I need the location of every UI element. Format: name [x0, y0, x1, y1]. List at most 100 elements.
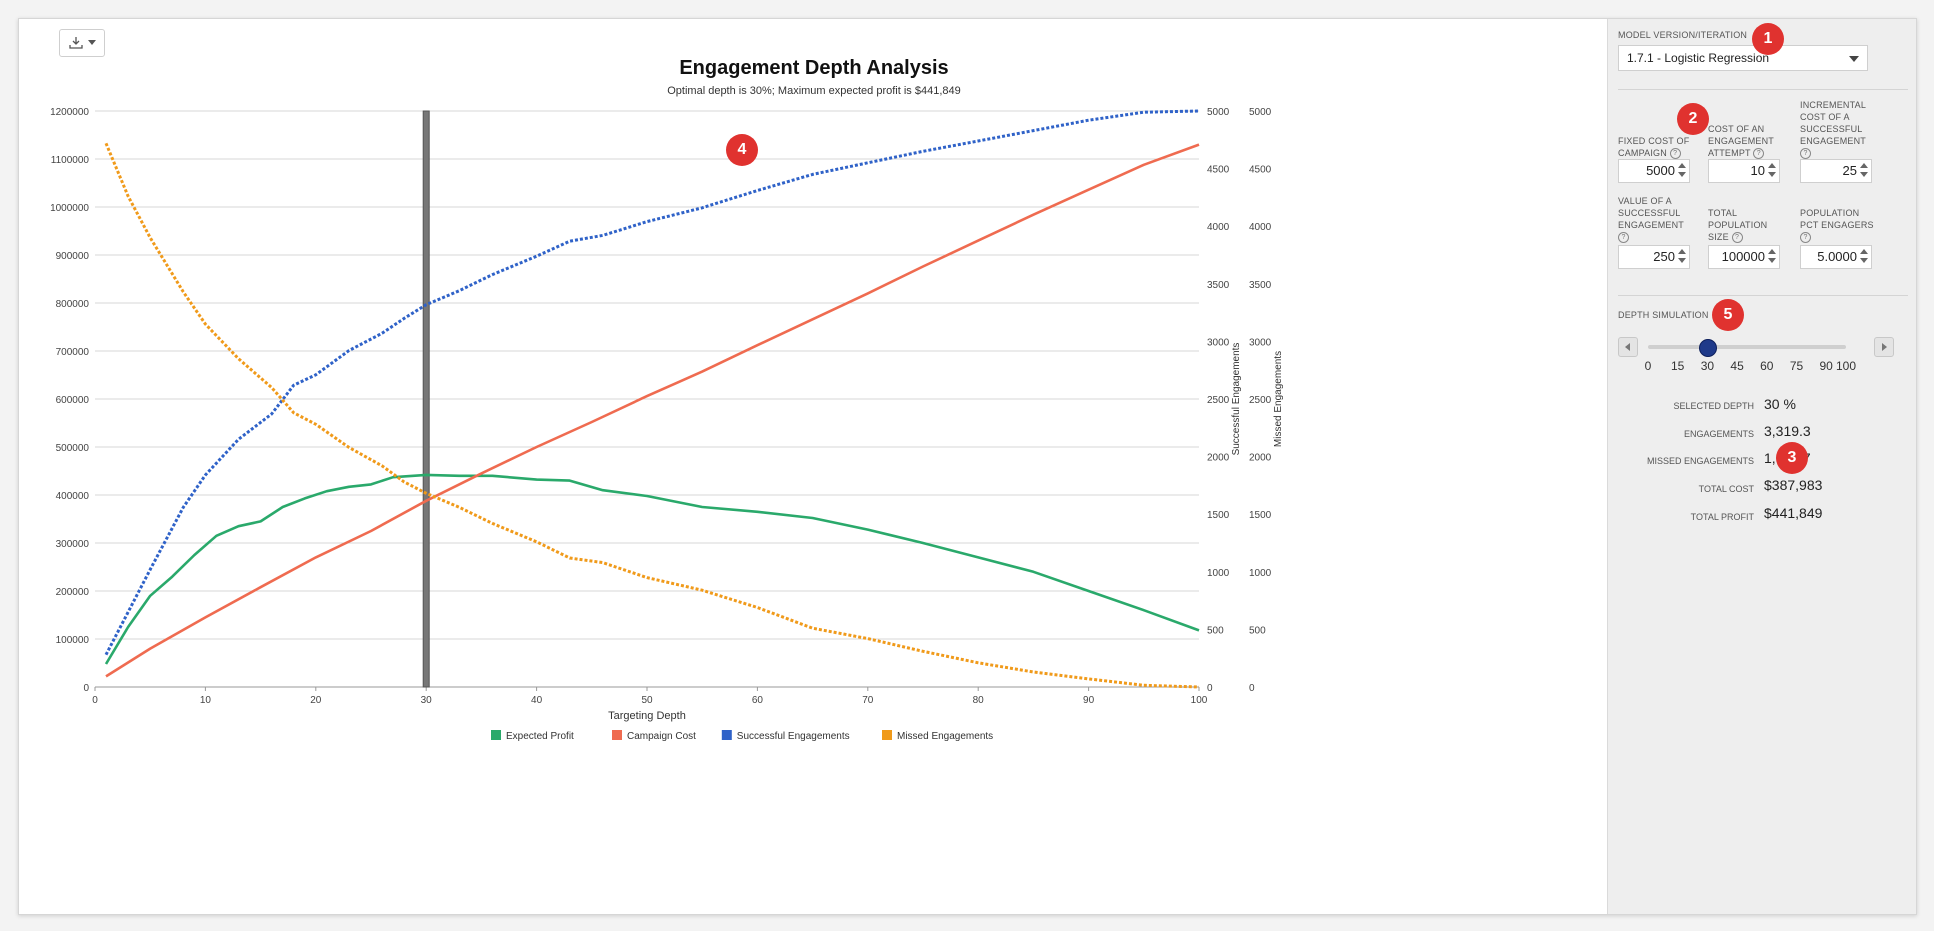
- x-tick-label: 70: [862, 695, 874, 706]
- model-version-select[interactable]: 1.7.1 - Logistic Regression: [1618, 45, 1868, 71]
- stepper-arrows[interactable]: [1678, 249, 1687, 263]
- slider-tick-label: 0: [1644, 359, 1652, 373]
- legend-label: Expected Profit: [506, 731, 574, 742]
- y-left-tick-label: 800000: [56, 299, 90, 310]
- stepper-arrows[interactable]: [1860, 163, 1869, 177]
- population-size-label: TOTAL POPULATION SIZE ?: [1708, 208, 1768, 244]
- incremental-cost-input[interactable]: 25: [1800, 159, 1872, 183]
- y-right1-tick-label: 500: [1207, 625, 1224, 636]
- y-left-tick-label: 0: [83, 683, 89, 694]
- export-button[interactable]: [59, 29, 105, 57]
- x-tick-label: 50: [641, 695, 653, 706]
- y-left-tick-label: 500000: [56, 443, 90, 454]
- population-size-input[interactable]: 100000: [1708, 245, 1780, 269]
- y-right2-tick-label: 5000: [1249, 107, 1272, 118]
- engagements-label: ENGAGEMENTS: [1683, 429, 1754, 439]
- settings-panel: MODEL VERSION/ITERATION 1.7.1 - Logistic…: [1607, 19, 1916, 914]
- y-right1-tick-label: 2000: [1207, 453, 1230, 464]
- value-success-input[interactable]: 250: [1618, 245, 1690, 269]
- y-right1-tick-label: 3500: [1207, 280, 1230, 291]
- slider-left-button[interactable]: [1618, 337, 1638, 357]
- chart-title: Engagement Depth Analysis: [679, 57, 949, 79]
- app-window: Engagement Depth Analysis Optimal depth …: [18, 18, 1917, 915]
- x-tick-label: 60: [752, 695, 764, 706]
- y-right2-tick-label: 2000: [1249, 453, 1272, 464]
- help-icon[interactable]: ?: [1731, 232, 1743, 244]
- depth-simulation-label: DEPTH SIMULATION: [1618, 310, 1709, 320]
- series-line-campaign-cost: [105, 143, 1200, 678]
- stepper-arrows[interactable]: [1860, 249, 1869, 263]
- help-icon[interactable]: ?: [1669, 148, 1681, 160]
- divider: [1618, 295, 1908, 296]
- slider-tick-label: 45: [1730, 359, 1744, 373]
- engagements-value: 3,319.3: [1764, 423, 1811, 439]
- slider-tick-label: 100: [1835, 359, 1857, 373]
- y-left-tick-label: 200000: [56, 587, 90, 598]
- series-line-missed-engagements: [104, 142, 1200, 689]
- y-right1-tick-label: 5000: [1207, 107, 1230, 118]
- missed-engagements-label: MISSED ENGAGEMENTS: [1646, 456, 1754, 466]
- y-right2-tick-label: 4500: [1249, 165, 1272, 176]
- x-tick-label: 20: [310, 695, 322, 706]
- attempt-cost-label: COST OF AN ENGAGEMENT ATTEMPT ?: [1708, 124, 1774, 160]
- y-right2-tick-label: 500: [1249, 625, 1266, 636]
- selected-depth-value: 30 %: [1764, 396, 1796, 412]
- total-profit-label: TOTAL PROFIT: [1690, 512, 1754, 522]
- pct-engagers-label: POPULATION PCT ENGAGERS ?: [1800, 208, 1874, 244]
- y-right2-tick-label: 1000: [1249, 568, 1272, 579]
- legend-label: Missed Engagements: [897, 731, 993, 742]
- y-left-tick-label: 300000: [56, 539, 90, 550]
- chevron-right-icon: [1882, 343, 1887, 351]
- y-right2-axis-title: Missed Engagements: [1273, 351, 1284, 447]
- optimal-depth-marker: [422, 110, 430, 688]
- chevron-left-icon: [1625, 343, 1630, 351]
- y-right2-tick-label: 2500: [1249, 395, 1272, 406]
- y-left-tick-label: 400000: [56, 491, 90, 502]
- annotation-badge-4: 4: [726, 134, 758, 166]
- y-left-tick-label: 1100000: [51, 155, 90, 166]
- x-tick-label: 40: [531, 695, 543, 706]
- slider-tick-label: 90: [1819, 359, 1833, 373]
- annotation-badge-2: 2: [1677, 103, 1709, 135]
- total-cost-label: TOTAL COST: [1698, 484, 1754, 494]
- x-tick-label: 80: [973, 695, 985, 706]
- x-tick-label: 10: [200, 695, 212, 706]
- y-right1-tick-label: 4500: [1207, 165, 1230, 176]
- legend-swatch: [882, 730, 892, 740]
- y-left-tick-label: 1200000: [50, 107, 89, 118]
- chevron-down-icon: [1849, 56, 1859, 62]
- slider-tick-label: 60: [1760, 359, 1774, 373]
- stepper-arrows[interactable]: [1768, 249, 1777, 263]
- annotation-badge-5: 5: [1712, 299, 1744, 331]
- value-success-label: VALUE OF A SUCCESSFUL ENGAGEMENT ?: [1618, 196, 1684, 244]
- y-right1-tick-label: 1000: [1207, 568, 1230, 579]
- depth-slider-thumb[interactable]: [1699, 339, 1718, 357]
- depth-slider-track[interactable]: [1648, 345, 1846, 349]
- download-icon: [69, 37, 83, 49]
- y-right2-tick-label: 3500: [1249, 280, 1272, 291]
- stepper-arrows[interactable]: [1768, 163, 1777, 177]
- fixed-cost-label: FIXED COST OF CAMPAIGN ?: [1618, 136, 1690, 160]
- selected-depth-label: SELECTED DEPTH: [1673, 401, 1754, 411]
- chevron-down-icon: [88, 40, 96, 45]
- y-left-tick-label: 900000: [56, 251, 90, 262]
- y-left-tick-label: 1000000: [50, 203, 89, 214]
- legend-label: Campaign Cost: [627, 731, 696, 742]
- y-left-tick-label: 100000: [56, 635, 90, 646]
- pct-engagers-input[interactable]: 5.0000: [1800, 245, 1872, 269]
- y-right2-tick-label: 1500: [1249, 510, 1272, 521]
- legend-swatch: [721, 730, 732, 740]
- help-icon[interactable]: ?: [1753, 148, 1765, 160]
- x-tick-label: 30: [421, 695, 433, 706]
- attempt-cost-input[interactable]: 10: [1708, 159, 1780, 183]
- annotation-badge-3: 3: [1776, 442, 1808, 474]
- y-right2-tick-label: 4000: [1249, 222, 1272, 233]
- x-axis-title: Targeting Depth: [608, 710, 686, 722]
- help-icon[interactable]: ?: [1618, 232, 1629, 244]
- help-icon[interactable]: ?: [1800, 232, 1811, 244]
- annotation-badge-1: 1: [1752, 23, 1784, 55]
- fixed-cost-input[interactable]: 5000: [1618, 159, 1690, 183]
- stepper-arrows[interactable]: [1678, 163, 1687, 177]
- help-icon[interactable]: ?: [1800, 148, 1811, 160]
- slider-right-button[interactable]: [1874, 337, 1894, 357]
